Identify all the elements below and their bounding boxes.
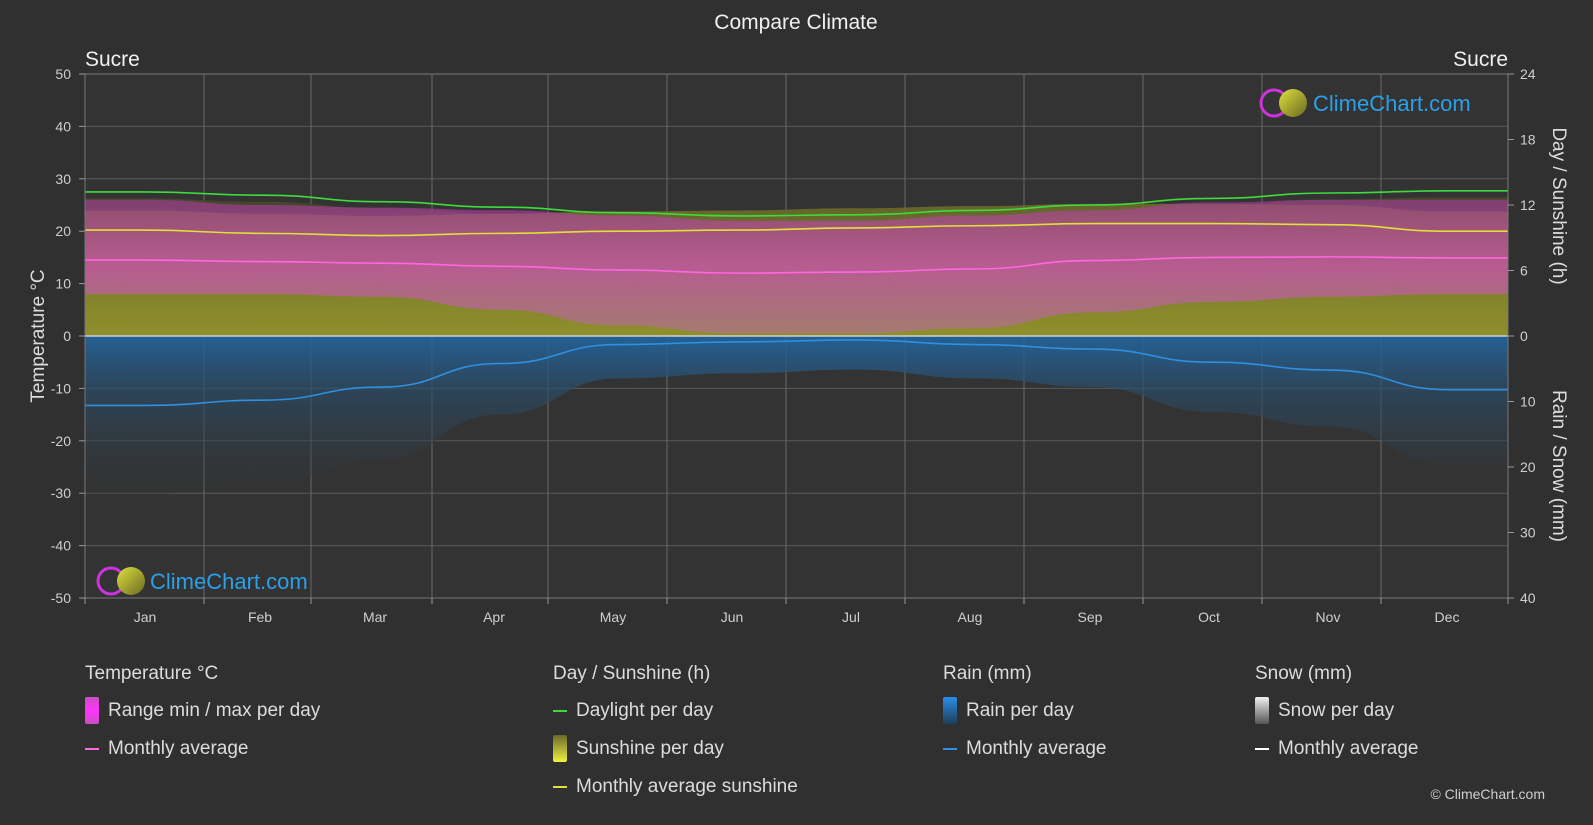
legend-item: Monthly average xyxy=(85,735,320,762)
legend-label: Monthly average sunshine xyxy=(576,775,798,797)
y-left-tick-label: 20 xyxy=(55,223,71,239)
y-right-tick-label: 10 xyxy=(1520,394,1536,410)
y-right-tick-label: 18 xyxy=(1520,132,1536,148)
y-left-tick-label: 30 xyxy=(55,171,71,187)
y-right-tick-label: 20 xyxy=(1520,459,1536,475)
x-tick-label: Nov xyxy=(1316,609,1341,625)
series-lines xyxy=(84,190,1508,407)
y-right-bottom-axis-label: Rain / Snow (mm) xyxy=(1548,390,1569,542)
y-right-tick-label: 12 xyxy=(1520,197,1536,213)
y-left-tick-label: 40 xyxy=(55,118,71,134)
series-line xyxy=(85,222,1508,237)
line-swatch-icon xyxy=(553,785,567,788)
legend-label: Monthly average xyxy=(108,737,249,759)
logo-bottom: ClimeChart.com xyxy=(96,566,308,596)
y-right-tick-label: 0 xyxy=(1520,328,1528,344)
line-swatch-icon xyxy=(943,747,957,750)
legend-label: Monthly average xyxy=(966,737,1107,759)
legend-label: Monthly average xyxy=(1278,737,1419,759)
y-right-tick-label: 6 xyxy=(1520,263,1528,279)
y-right-top-axis-label: Day / Sunshine (h) xyxy=(1548,127,1569,284)
legend-title: Snow (mm) xyxy=(1255,663,1353,684)
legend-item: Monthly average xyxy=(1255,735,1418,762)
x-tick-label: Aug xyxy=(958,609,983,625)
legend-label: Daylight per day xyxy=(576,699,714,721)
legend-item: Daylight per day xyxy=(553,697,798,724)
legend-item: Rain per day xyxy=(943,697,1106,724)
axes: 50 40 30 20 10 0 -10 -20 -30 -40 -50 24 18 12 6 0 10 20 30… xyxy=(51,66,1536,625)
y-left-tick-label: 50 xyxy=(55,66,71,82)
temperature-range-area xyxy=(85,199,1508,334)
legend-snow: Snow (mm) Snow per day Monthly average xyxy=(1255,663,1418,773)
legend-label: Sunshine per day xyxy=(576,737,724,759)
logo-sun-icon xyxy=(117,567,145,595)
rain-swatch-icon xyxy=(943,697,957,724)
x-tick-label: Feb xyxy=(248,609,272,625)
y-left-tick-label: -10 xyxy=(51,380,71,396)
legend-rain: Rain (mm) Rain per day Monthly average xyxy=(943,663,1106,773)
y-left-tick-label: -30 xyxy=(51,485,71,501)
legend-title: Day / Sunshine (h) xyxy=(553,663,711,684)
series-line xyxy=(84,256,1508,274)
legend-temperature: Temperature °C Range min / max per day M… xyxy=(85,663,320,773)
series-line xyxy=(85,339,1508,407)
legend-item: Range min / max per day xyxy=(85,697,320,724)
legend-sunshine: Day / Sunshine (h) Daylight per day Suns… xyxy=(553,663,798,811)
sunshine-swatch-icon xyxy=(553,735,567,762)
series-line xyxy=(84,190,1508,217)
x-tick-label: Dec xyxy=(1435,609,1460,625)
x-tick-label: Apr xyxy=(483,609,505,625)
line-swatch-icon xyxy=(85,747,99,750)
location-right: Sucre xyxy=(1453,48,1508,71)
copyright: © ClimeChart.com xyxy=(1430,786,1545,802)
x-tick-label: Oct xyxy=(1198,609,1220,625)
y-left-axis-label: Temperature °C xyxy=(28,269,49,402)
legend-title: Rain (mm) xyxy=(943,663,1032,684)
location-left: Sucre xyxy=(85,48,140,71)
y-right-tick-label: 24 xyxy=(1520,66,1536,82)
legend-item: Sunshine per day xyxy=(553,735,798,762)
x-tick-label: Sep xyxy=(1078,609,1103,625)
y-left-tick-label: -40 xyxy=(51,538,71,554)
y-left-tick-label: -50 xyxy=(51,590,71,606)
y-left-tick-label: -20 xyxy=(51,433,71,449)
logo-text: ClimeChart.com xyxy=(1313,91,1471,116)
legend-label: Range min / max per day xyxy=(108,699,321,721)
x-tick-label: Jul xyxy=(842,609,860,625)
line-swatch-icon xyxy=(553,709,567,712)
x-tick-label: May xyxy=(600,609,626,625)
y-left-tick-label: 0 xyxy=(63,328,71,344)
x-tick-label: Jun xyxy=(721,609,744,625)
chart-title: Compare Climate xyxy=(714,11,877,34)
legend-item: Monthly average xyxy=(943,735,1106,762)
legend-label: Snow per day xyxy=(1278,699,1395,721)
legend-item: Monthly average sunshine xyxy=(553,773,798,800)
y-right-tick-label: 30 xyxy=(1520,525,1536,541)
logo-top: ClimeChart.com xyxy=(1259,88,1471,118)
snow-swatch-icon xyxy=(1255,697,1269,724)
logo-text: ClimeChart.com xyxy=(150,569,308,594)
x-tick-label: Mar xyxy=(363,609,387,625)
legend-title: Temperature °C xyxy=(85,663,219,684)
x-tick-label: Jan xyxy=(134,609,157,625)
legend-item: Snow per day xyxy=(1255,697,1418,724)
y-right-tick-label: 40 xyxy=(1520,590,1536,606)
logo-sun-icon xyxy=(1279,89,1307,117)
range-swatch-icon xyxy=(85,697,99,724)
y-left-tick-label: 10 xyxy=(55,276,71,292)
line-swatch-icon xyxy=(1255,747,1269,750)
legend-label: Rain per day xyxy=(966,699,1074,721)
